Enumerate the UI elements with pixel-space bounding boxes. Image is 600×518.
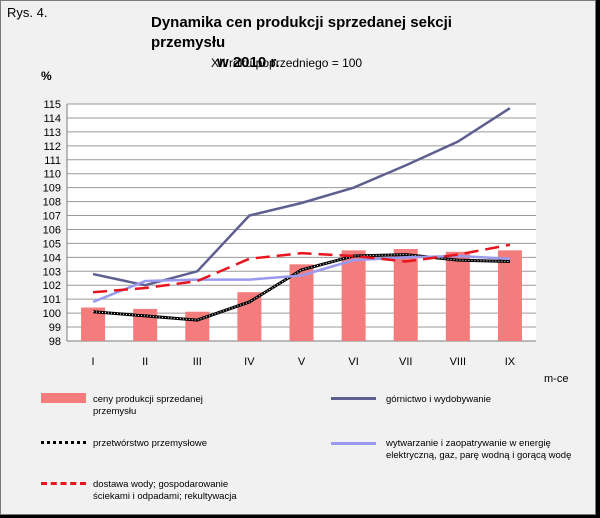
legend-label: wytwarzanie i zaopatrywanie w energię el… [386,438,572,461]
y-tick-label: 111 [44,155,61,167]
series-line-energia [92,254,511,304]
x-tick-label: VII [399,356,412,368]
y-tick-label: 104 [43,252,61,264]
legend-key-dashed-line [41,482,86,485]
y-tick-label: 99 [49,322,61,334]
y-tick-label: 100 [43,308,61,320]
x-tick-label: VIII [450,356,467,368]
legend-key-dotted-line [41,441,86,444]
x-tick-label: I [92,356,95,368]
series-line-dostawa-wody [92,243,511,294]
legend-key-bar [41,393,86,403]
chart-title: Dynamika cen produkcji sprzedanej sekcji… [1,13,501,73]
y-tick-label: 109 [43,183,61,195]
legend-label: dostawa wody; gospodarowanie ściekami i … [93,479,237,502]
x-tick-label: IV [244,356,255,368]
bar [341,250,366,341]
legend-key-line [331,442,376,445]
y-tick-label: 101 [43,294,61,306]
chart-title-line-2: w 2010 r. [217,54,280,71]
y-tick-label: 98 [49,336,61,348]
legend-label: ceny produkcji sprzedanej przemysłu [93,394,203,417]
y-axis-unit-label: % [41,69,52,83]
bar [237,292,262,341]
x-tick-label: II [142,356,148,368]
chart-title-line-1: Dynamika cen produkcji sprzedanej sekcji… [151,14,452,51]
legend-label: przetwórstwo przemysłowe [93,438,208,449]
chart-subtitle: XII roku poprzedniego = 100 [211,56,363,70]
x-tick-label: VI [348,356,358,368]
bar [393,248,418,341]
bar [445,251,470,341]
y-tick-label: 105 [43,238,61,250]
y-tick-label: 103 [43,266,61,278]
y-tick-label: 102 [43,280,61,292]
y-tick-label: 114 [43,113,61,125]
y-tick-label: 115 [43,99,61,111]
y-tick-label: 112 [43,141,61,153]
bar [497,250,522,341]
figure-label: Rys. 4. [7,5,48,20]
series-line-przetworstwo-dots [93,254,510,321]
y-tick-label: 108 [43,197,61,209]
y-tick-label: 110 [43,169,61,181]
x-tick-label: IX [505,356,516,368]
x-tick-label: V [298,356,306,368]
legend-key-line [331,397,376,400]
legend-label: górnictwo i wydobywanie [386,394,492,405]
x-axis-unit-label: m-ce [544,373,569,385]
y-tick-label: 107 [43,211,61,223]
y-tick-label: 113 [43,127,61,139]
x-tick-label: III [193,356,202,368]
y-tick-label: 106 [43,224,61,236]
